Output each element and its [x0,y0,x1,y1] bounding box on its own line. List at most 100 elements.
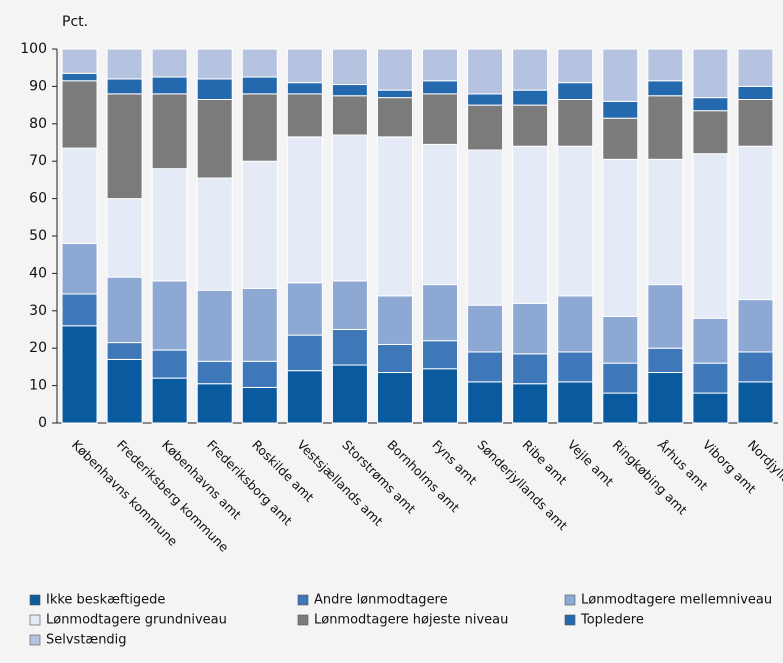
bar-segment [241,76,278,95]
bar-segment [196,383,233,424]
bar-segment [196,360,233,385]
bar-segment [737,299,774,353]
bar-segment [241,48,278,78]
bar-segment [376,48,413,91]
bar-segment [602,392,639,424]
bar-segment [196,98,233,179]
y-tick-label: 30 [29,303,47,319]
bar-segment [557,295,594,353]
bar-segment [196,48,233,80]
bar-segment [467,351,504,383]
bar-segment [61,48,98,74]
bar-segment [467,93,504,106]
bar-segment [467,48,504,95]
y-tick-label: 90 [29,78,47,94]
bar-segment [467,149,504,306]
bar-segment [151,76,188,95]
bar-segment [557,381,594,424]
bar-segment [737,381,774,424]
bar-segment [331,134,368,282]
legend-label: Lønmodtagere grundniveau [46,613,227,628]
bar-segment [692,110,729,155]
bar-segment [512,48,549,91]
legend-label: Selvstændig [46,633,127,648]
bar-segment [512,89,549,106]
bar-segment [286,334,323,372]
legend-swatch [564,594,576,606]
bar-segment [647,347,684,374]
bar-segment [106,198,143,278]
legend-swatch [29,634,41,646]
bar-segment [151,93,188,170]
legend-swatch [29,614,41,626]
bar-segment [647,80,684,97]
bar-segment [106,358,143,424]
bar-segment [61,80,98,149]
y-tick-label: 100 [20,41,47,57]
legend-label: Lønmodtagere højeste niveau [314,613,508,628]
bar-segment [557,82,594,100]
legend-swatch [564,614,576,626]
bar-segment [512,302,549,355]
bar-segment [422,48,459,82]
bar-segment [602,315,639,364]
bar-segment [376,136,413,297]
bar-segment [61,325,98,424]
bar-segment [692,153,729,319]
bar-segment [512,383,549,424]
legend-swatch [29,594,41,606]
bar-segment [467,104,504,151]
y-tick-label: 40 [29,265,47,281]
bar-segment [737,351,774,383]
y-axis-label: Pct. [62,14,88,30]
bar-segment [692,317,729,364]
bar-segment [286,136,323,284]
bar-segment [241,160,278,289]
bar-segment [467,381,504,424]
bar-segment [196,78,233,100]
bar-segment [61,293,98,327]
bar-segment [151,349,188,379]
bar-segment [376,97,413,138]
bar-segment [647,48,684,82]
bar-segment [692,97,729,112]
y-tick-label: 0 [38,415,47,431]
bar-segment [557,351,594,383]
bar-segment [557,98,594,147]
bar-segment [106,78,143,95]
bar-segment [151,377,188,424]
bar-segment [512,353,549,385]
bar-segment [467,304,504,353]
bar-segment [602,117,639,160]
bar-segment [512,145,549,304]
bar-segment [692,48,729,99]
bar-segment [422,143,459,286]
bar-segment [602,362,639,394]
bar-segment [647,158,684,286]
bar-segment [512,104,549,147]
bar-segment [106,93,143,200]
bar-segment [376,372,413,424]
bar-segment [422,80,459,95]
bar-segment [286,370,323,424]
bar-segment [241,93,278,162]
legend-label: Lønmodtagere mellemniveau [581,593,772,608]
bar-segment [61,242,98,295]
bar-segment [106,48,143,80]
y-tick-label: 60 [29,191,47,207]
legend-label: Andre lønmodtagere [314,593,448,608]
bar-segment [602,48,639,102]
bar-segment [241,360,278,388]
bar-segment [61,72,98,82]
bar-segment [286,282,323,336]
bar-segment [737,98,774,147]
bar-segment [737,145,774,301]
bar-segment [61,147,98,244]
bar-segment [331,84,368,97]
y-tick-label: 80 [29,116,47,132]
bar-segment [557,48,594,84]
bar-segment [737,85,774,100]
bar-segment [331,329,368,366]
bar-segment [602,158,639,317]
